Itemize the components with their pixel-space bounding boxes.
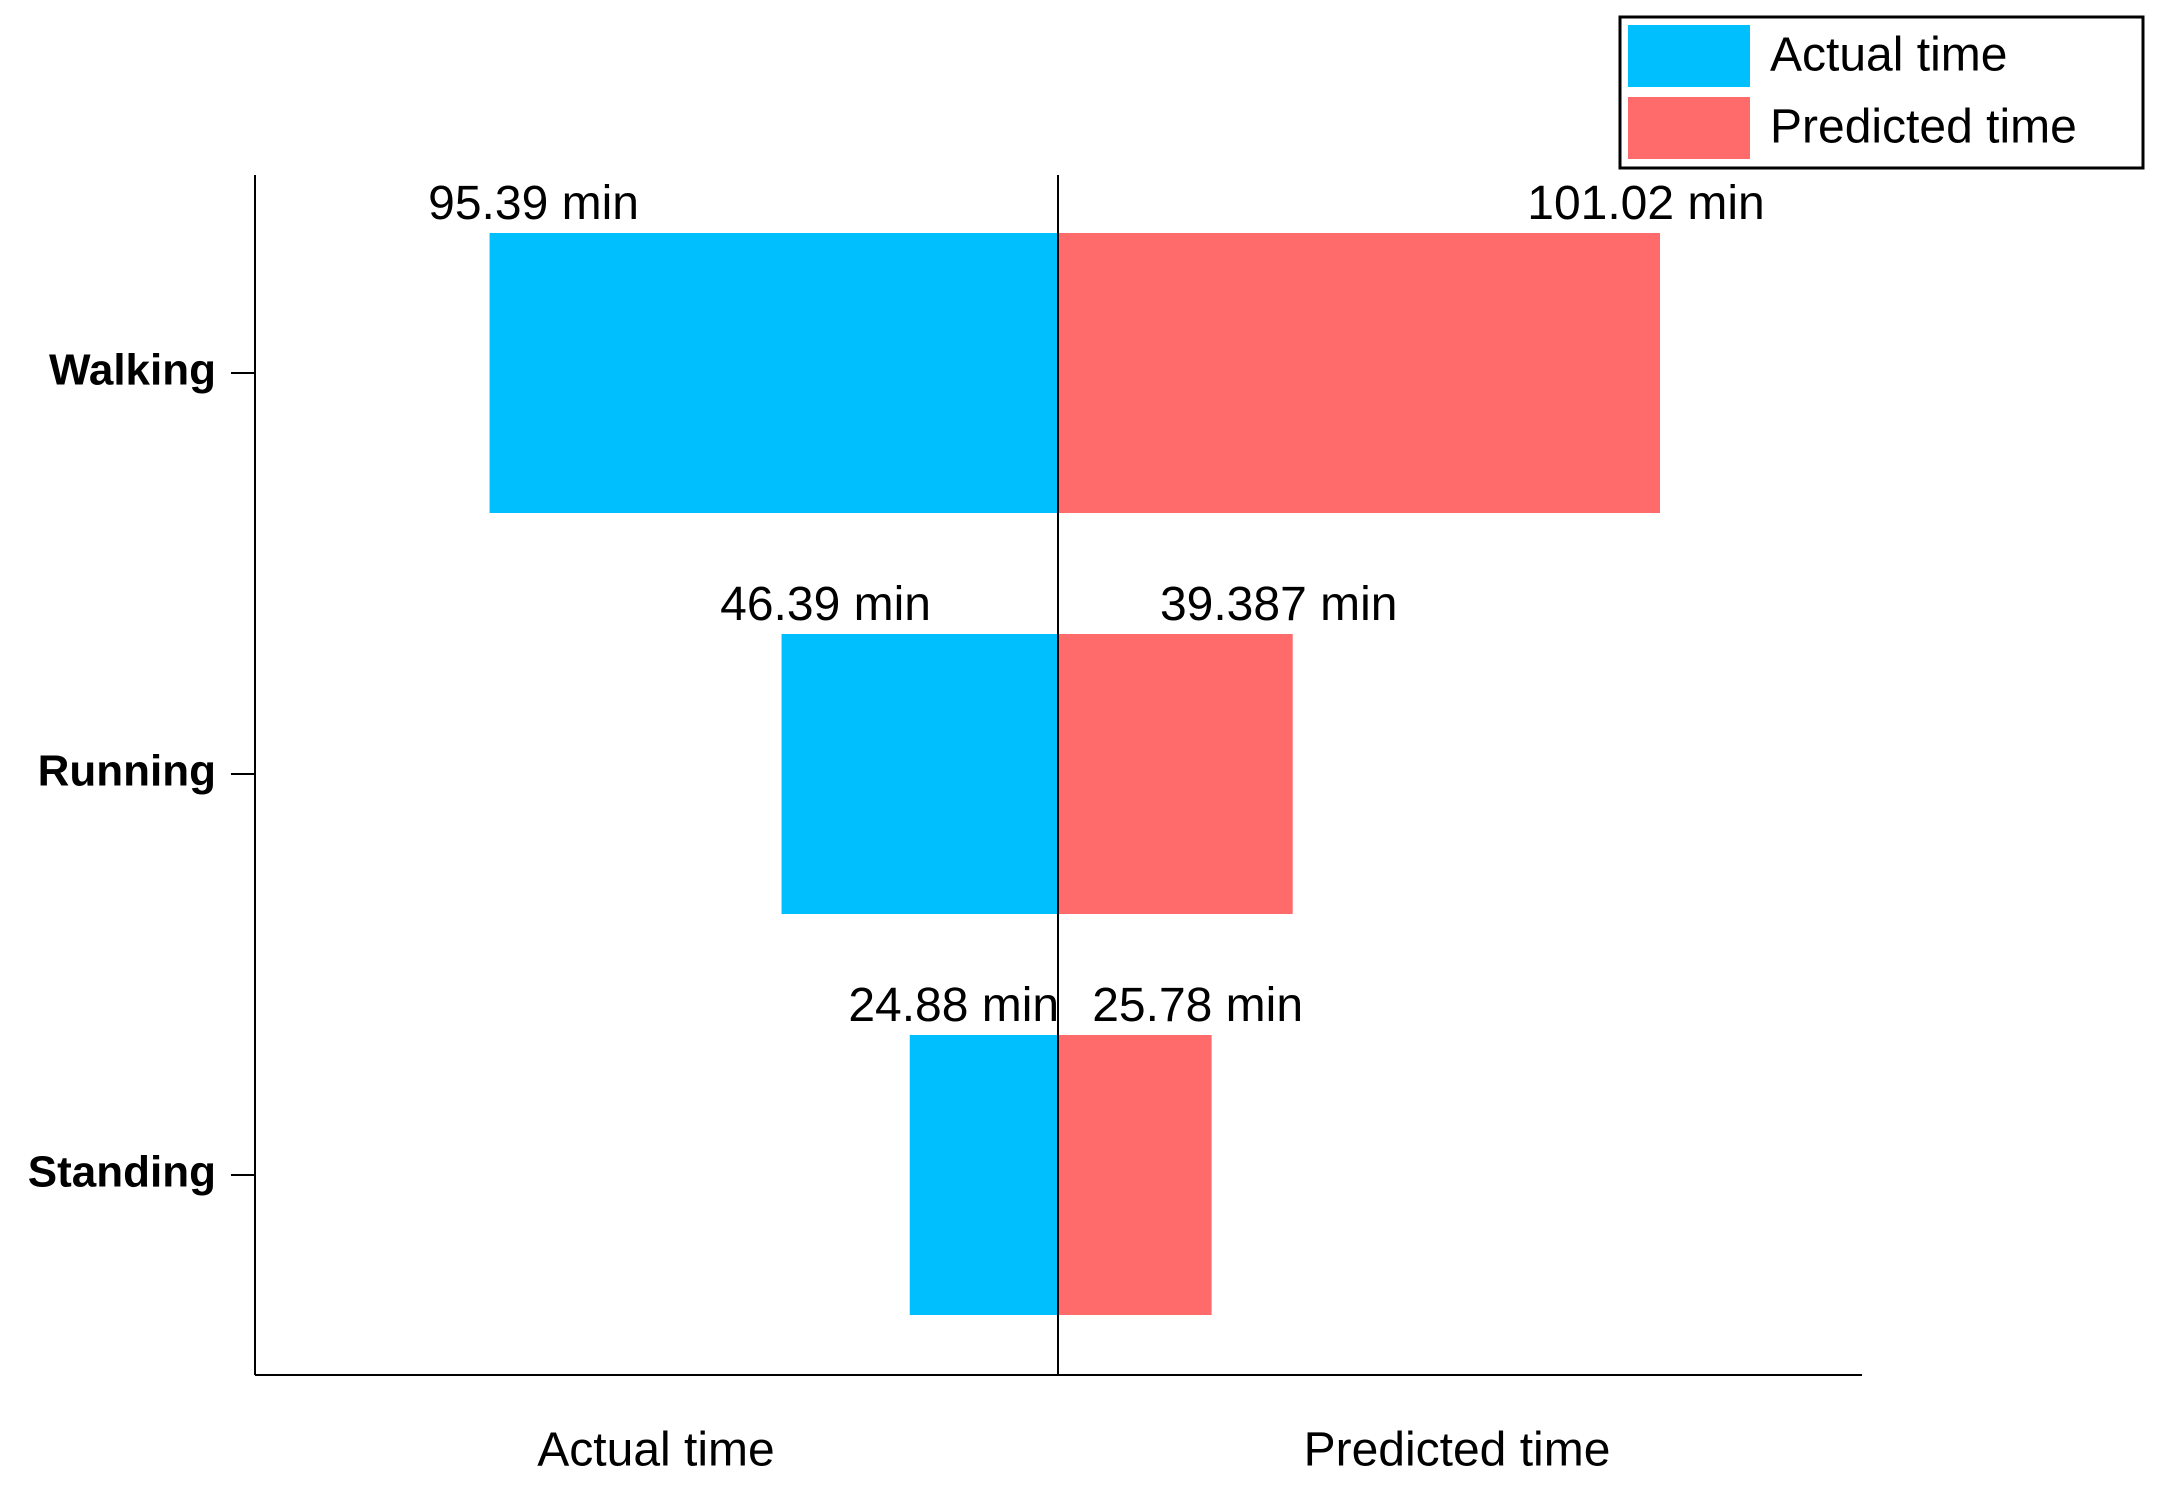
category-label: Walking	[49, 346, 216, 395]
bar	[781, 634, 1058, 914]
value-label: 25.78 min	[1092, 979, 1303, 1032]
side-label: Actual time	[537, 1424, 774, 1477]
category-label: Running	[38, 747, 216, 796]
side-label: Predicted time	[1304, 1424, 1611, 1477]
value-label: 101.02 min	[1527, 177, 1765, 230]
legend-swatch	[1628, 25, 1750, 87]
category-label: Standing	[28, 1148, 216, 1197]
bar	[1058, 634, 1293, 914]
bar	[489, 233, 1058, 513]
legend-label: Actual time	[1770, 29, 2007, 82]
bar	[909, 1035, 1058, 1315]
value-label: 39.387 min	[1160, 578, 1398, 631]
bar	[1058, 1035, 1212, 1315]
legend-label: Predicted time	[1770, 101, 2077, 154]
value-label: 24.88 min	[848, 979, 1059, 1032]
bar	[1058, 233, 1660, 513]
value-label: 95.39 min	[428, 177, 639, 230]
legend-swatch	[1628, 97, 1750, 159]
value-label: 46.39 min	[720, 578, 931, 631]
